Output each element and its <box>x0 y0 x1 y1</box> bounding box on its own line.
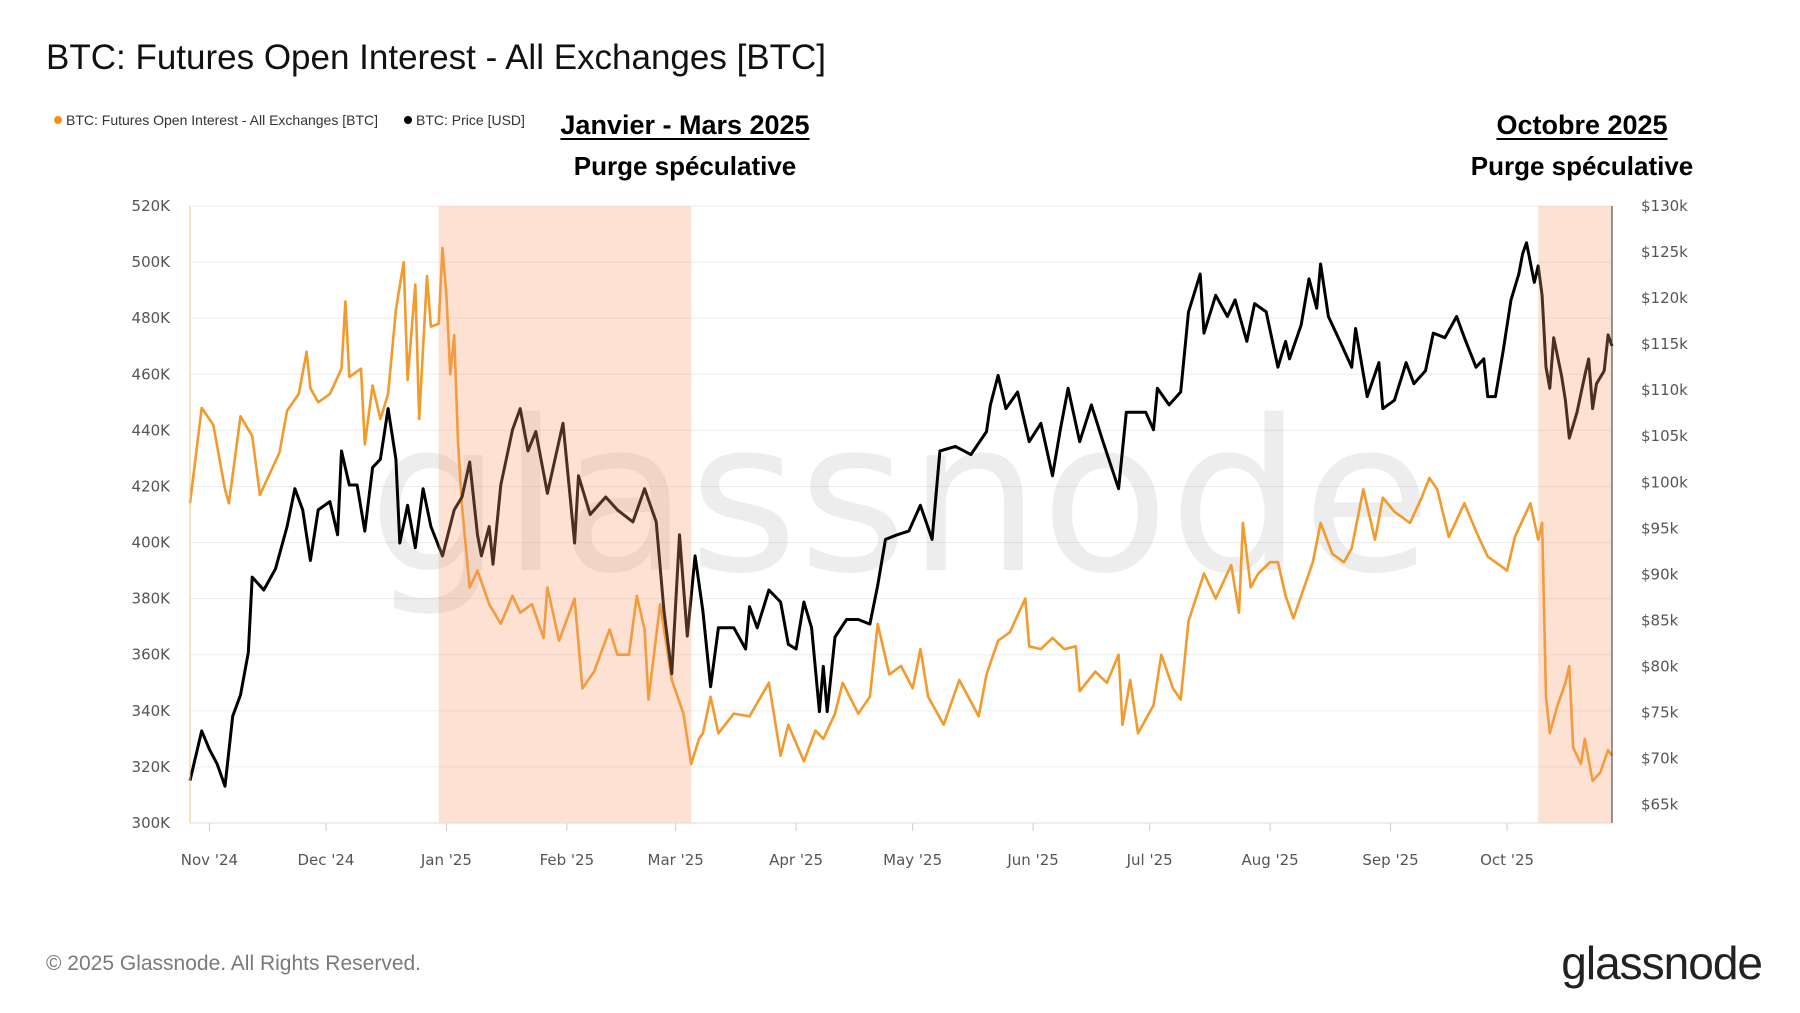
annotation-october: Octobre 2025 Purge spéculative <box>1471 110 1694 182</box>
legend-label: BTC: Futures Open Interest - All Exchang… <box>66 112 379 128</box>
y-left-tick-label: 500K <box>132 253 172 271</box>
legend-item-price[interactable]: BTC: Price [USD] <box>404 112 525 128</box>
x-tick-label: Jul '25 <box>1126 851 1173 869</box>
y-right-tick-label: $125k <box>1641 243 1688 261</box>
y-left-tick-label: 360K <box>132 646 172 664</box>
y-right-tick-label: $130k <box>1641 197 1688 215</box>
copyright: © 2025 Glassnode. All Rights Reserved. <box>46 952 422 975</box>
x-tick-label: Dec '24 <box>297 851 354 869</box>
y-left-tick-label: 440K <box>132 421 172 439</box>
y-right-tick-label: $105k <box>1641 427 1688 445</box>
annotation-title: Octobre 2025 <box>1496 110 1668 140</box>
y-right-tick-label: $95k <box>1641 519 1679 537</box>
x-tick-label: Jan '25 <box>420 851 472 869</box>
legend-item-open-interest[interactable]: BTC: Futures Open Interest - All Exchang… <box>54 112 378 128</box>
legend-label: BTC: Price [USD] <box>416 112 525 128</box>
open-interest-line <box>188 246 1614 783</box>
chart-title: BTC: Futures Open Interest - All Exchang… <box>46 38 827 77</box>
glassnode-logo: glassnode <box>1561 937 1763 989</box>
annotation-jan-mar: Janvier - Mars 2025 Purge spéculative <box>560 110 809 182</box>
legend-dot-orange-icon <box>54 116 62 124</box>
y-right-tick-label: $65k <box>1641 796 1679 814</box>
y-left-tick-label: 380K <box>132 590 172 608</box>
y-right-tick-label: $80k <box>1641 657 1679 675</box>
x-tick-label: Sep '25 <box>1362 851 1418 869</box>
y-right-tick-label: $85k <box>1641 611 1679 629</box>
y-left-tick-label: 400K <box>132 534 172 552</box>
x-tick-label: Oct '25 <box>1480 851 1534 869</box>
y-right-tick-label: $100k <box>1641 473 1688 491</box>
y-right-tick-label: $120k <box>1641 289 1688 307</box>
y-left-tick-label: 520K <box>132 197 172 215</box>
y-right-tick-label: $75k <box>1641 703 1679 721</box>
highlight-band <box>1538 206 1612 823</box>
x-tick-label: Mar '25 <box>648 851 704 869</box>
x-tick-label: May '25 <box>883 851 942 869</box>
y-left-tick-label: 480K <box>132 309 172 327</box>
y-left-tick-label: 420K <box>132 477 172 495</box>
y-right-tick-label: $115k <box>1641 335 1688 353</box>
y-left-tick-label: 300K <box>132 814 172 832</box>
legend-dot-black-icon <box>404 116 412 124</box>
annotation-title: Janvier - Mars 2025 <box>560 110 810 140</box>
x-tick-label: Aug '25 <box>1241 851 1298 869</box>
x-tick-label: Nov '24 <box>181 851 238 869</box>
y-left-tick-label: 340K <box>132 702 172 720</box>
y-right-tick-label: $90k <box>1641 565 1679 583</box>
y-right-tick-label: $110k <box>1641 381 1688 399</box>
x-tick-label: Feb '25 <box>540 851 595 869</box>
annotation-subtitle: Purge spéculative <box>1470 151 1694 181</box>
y-right-tick-label: $70k <box>1641 750 1679 768</box>
annotation-subtitle: Purge spéculative <box>573 151 797 181</box>
x-tick-label: Apr '25 <box>769 851 823 869</box>
highlight-band <box>438 206 692 823</box>
y-left-tick-label: 320K <box>132 758 172 776</box>
price-line <box>188 241 1614 788</box>
y-left-tick-label: 460K <box>132 365 172 383</box>
x-tick-label: Jun '25 <box>1006 851 1058 869</box>
